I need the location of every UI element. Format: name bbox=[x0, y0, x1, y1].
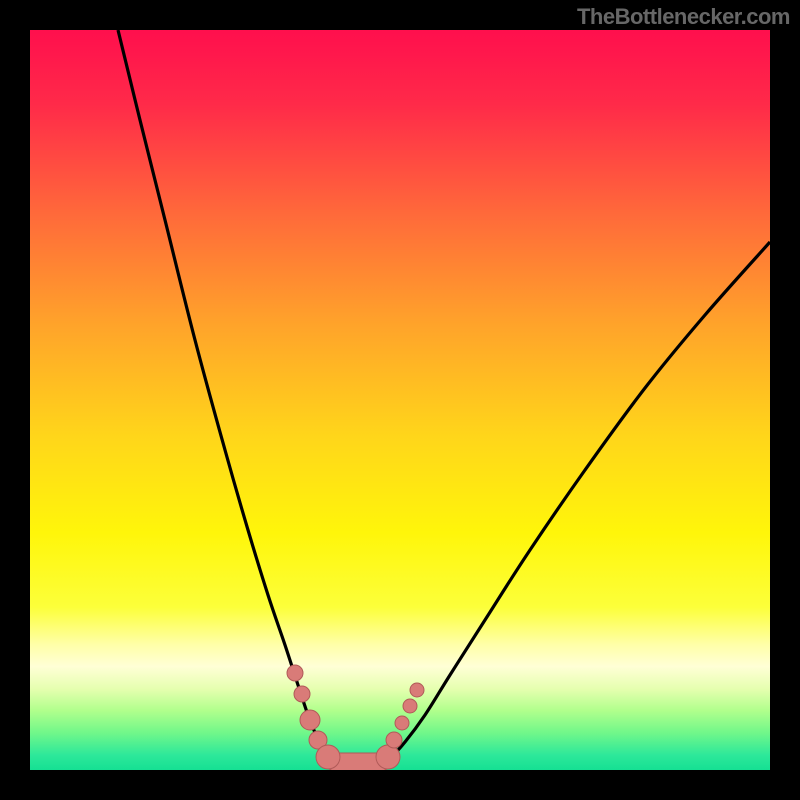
marker-dot bbox=[316, 745, 340, 769]
marker-dot bbox=[287, 665, 303, 681]
plot-area bbox=[30, 30, 770, 770]
bottleneck-curve bbox=[30, 30, 770, 770]
marker-dot bbox=[376, 745, 400, 769]
watermark-text: TheBottlenecker.com bbox=[577, 4, 790, 30]
marker-dot bbox=[386, 732, 402, 748]
marker-dot bbox=[294, 686, 310, 702]
chart-frame: TheBottlenecker.com bbox=[0, 0, 800, 800]
marker-dot bbox=[403, 699, 417, 713]
marker-dot bbox=[300, 710, 320, 730]
marker-dot bbox=[410, 683, 424, 697]
marker-dot bbox=[395, 716, 409, 730]
